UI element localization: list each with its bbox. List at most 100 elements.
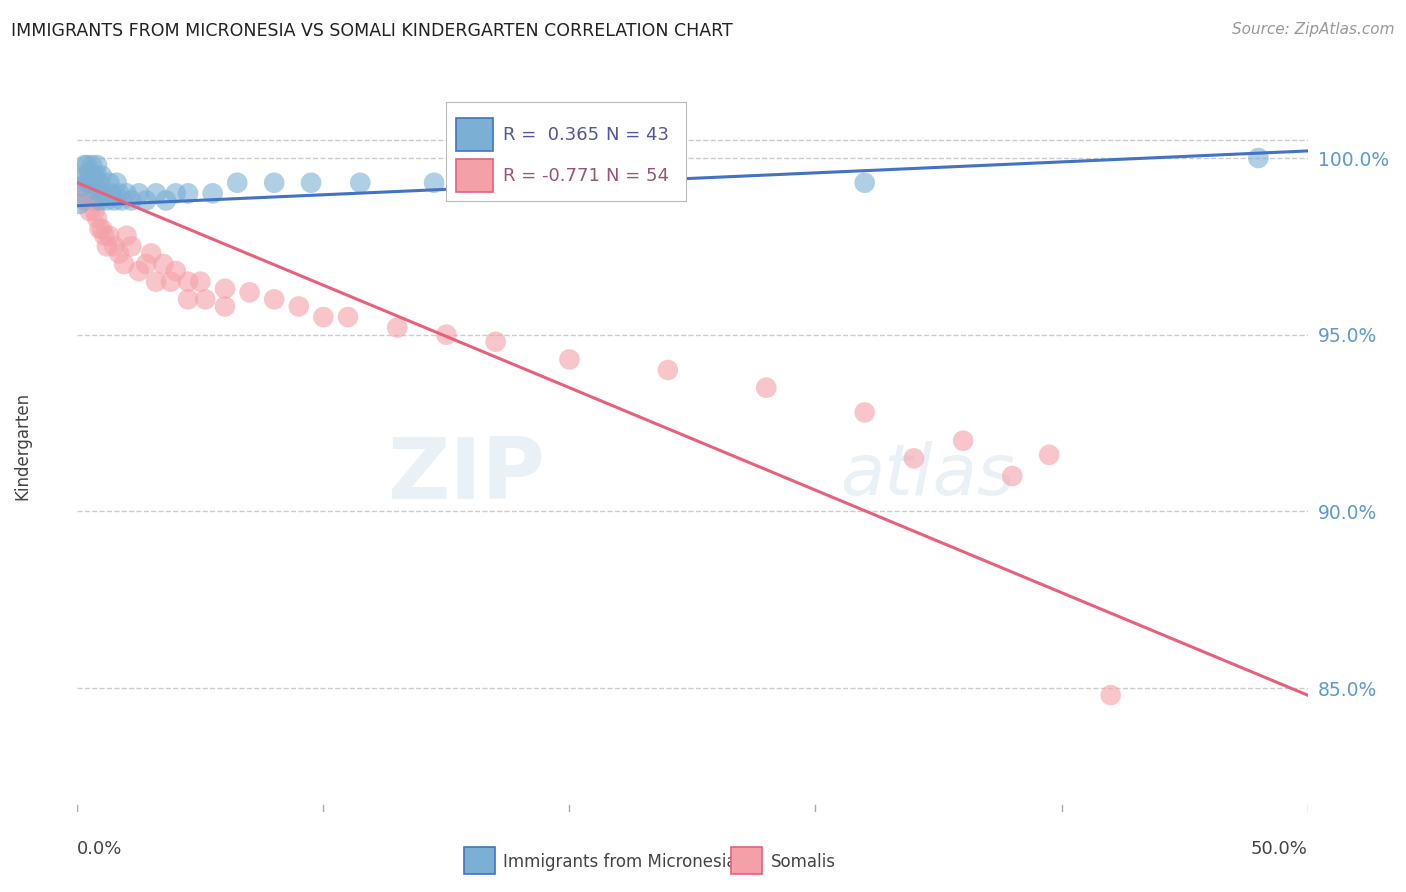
Point — [112, 257, 135, 271]
Point — [485, 334, 508, 349]
Point — [121, 194, 143, 208]
Point — [86, 211, 108, 225]
Point — [90, 169, 114, 183]
Point — [108, 246, 131, 260]
Point — [177, 275, 200, 289]
Point — [436, 327, 458, 342]
Point — [387, 320, 409, 334]
Point — [657, 363, 679, 377]
Point — [82, 194, 104, 208]
Point — [312, 310, 335, 324]
Point — [103, 239, 125, 253]
Point — [89, 221, 111, 235]
Point — [101, 186, 124, 201]
Point — [607, 158, 630, 172]
Point — [70, 179, 93, 194]
Text: atlas: atlas — [841, 441, 1015, 509]
Point — [98, 176, 121, 190]
Text: Immigrants from Micronesia: Immigrants from Micronesia — [503, 853, 737, 871]
Point — [115, 228, 138, 243]
Point — [89, 194, 111, 208]
Point — [89, 176, 111, 190]
Bar — [457, 160, 494, 192]
Point — [299, 176, 322, 190]
Point — [165, 264, 187, 278]
Point — [69, 176, 91, 190]
Point — [82, 176, 104, 190]
Point — [141, 246, 163, 260]
Point — [83, 204, 105, 219]
Point — [145, 186, 167, 201]
Point — [73, 158, 96, 172]
Point — [73, 186, 96, 201]
Text: Somalis: Somalis — [770, 853, 835, 871]
Point — [83, 194, 105, 208]
Point — [423, 176, 446, 190]
Point — [1099, 688, 1122, 702]
Point — [93, 186, 115, 201]
Point — [1247, 151, 1270, 165]
Point — [349, 176, 371, 190]
Point — [226, 176, 249, 190]
Point — [263, 293, 285, 307]
Point — [83, 169, 105, 183]
Point — [128, 264, 150, 278]
Bar — [457, 119, 494, 152]
Point — [853, 405, 876, 419]
Point — [70, 186, 93, 201]
Point — [86, 186, 108, 201]
Point — [115, 186, 138, 201]
Point — [177, 293, 200, 307]
Point — [82, 176, 104, 190]
Point — [214, 300, 236, 314]
Point — [98, 228, 121, 243]
Point — [90, 186, 114, 201]
Text: N = 54: N = 54 — [606, 167, 669, 186]
Point — [69, 197, 91, 211]
Point — [86, 158, 108, 172]
Text: IMMIGRANTS FROM MICRONESIA VS SOMALI KINDERGARTEN CORRELATION CHART: IMMIGRANTS FROM MICRONESIA VS SOMALI KIN… — [11, 22, 733, 40]
Point — [90, 221, 114, 235]
Point — [288, 300, 311, 314]
Point — [201, 186, 224, 201]
Point — [337, 310, 360, 324]
Point — [76, 176, 98, 190]
Point — [79, 204, 101, 219]
Point — [79, 176, 101, 190]
Point — [558, 352, 581, 367]
Point — [190, 275, 212, 289]
Point — [177, 186, 200, 201]
Point — [853, 176, 876, 190]
Text: Source: ZipAtlas.com: Source: ZipAtlas.com — [1232, 22, 1395, 37]
Point — [952, 434, 974, 448]
Point — [121, 239, 143, 253]
Point — [73, 169, 96, 183]
Point — [73, 194, 96, 208]
Point — [83, 183, 105, 197]
Point — [103, 194, 125, 208]
Text: Kindergarten: Kindergarten — [13, 392, 31, 500]
Point — [755, 381, 778, 395]
Point — [82, 158, 104, 172]
FancyBboxPatch shape — [447, 103, 686, 201]
Point — [105, 176, 128, 190]
Text: R = -0.771: R = -0.771 — [503, 167, 600, 186]
Point — [96, 194, 118, 208]
Point — [135, 257, 157, 271]
Point — [76, 176, 98, 190]
Point — [76, 158, 98, 172]
Text: 0.0%: 0.0% — [77, 840, 122, 858]
Point — [96, 239, 118, 253]
Point — [160, 275, 183, 289]
Point — [155, 194, 177, 208]
Point — [135, 194, 157, 208]
Text: ZIP: ZIP — [387, 434, 546, 516]
Point — [86, 169, 108, 183]
Point — [128, 186, 150, 201]
Point — [79, 186, 101, 201]
Point — [76, 194, 98, 208]
Point — [239, 285, 262, 300]
Point — [152, 257, 174, 271]
Point — [903, 451, 925, 466]
Point — [93, 228, 115, 243]
